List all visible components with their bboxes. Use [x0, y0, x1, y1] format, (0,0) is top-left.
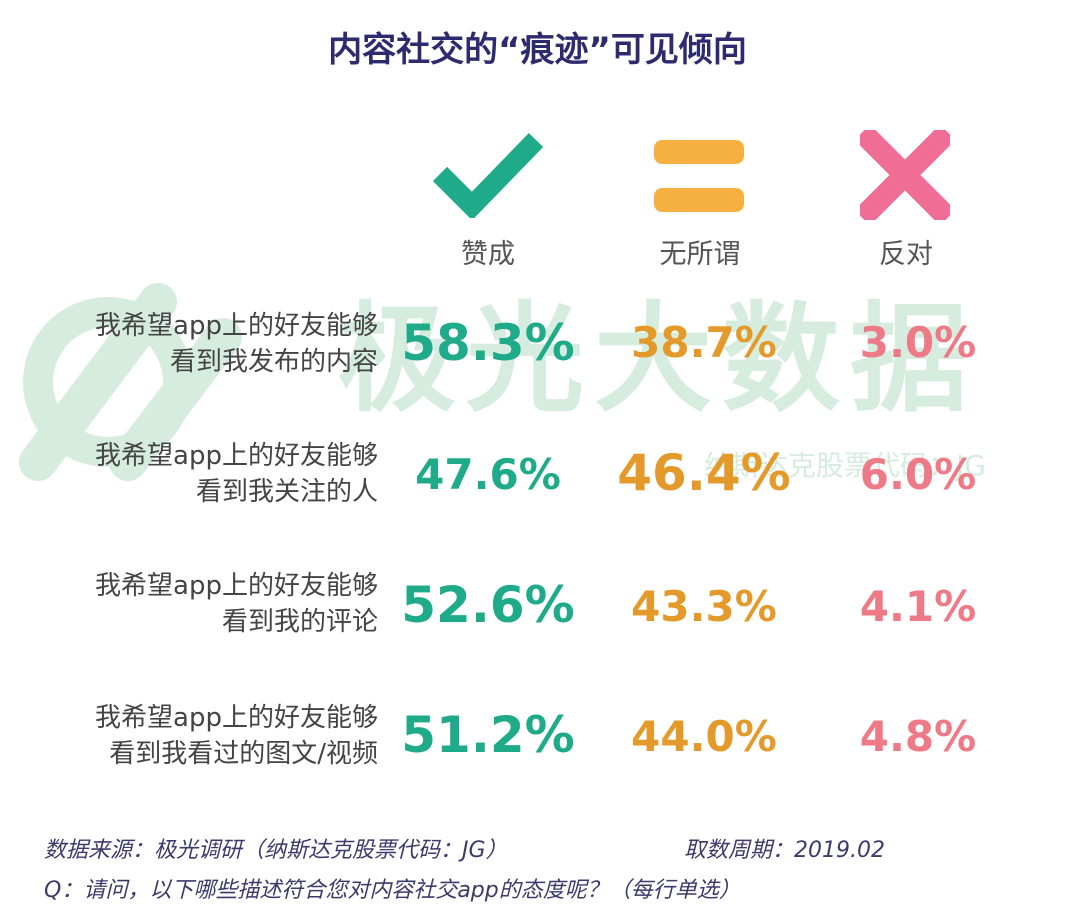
row-1-agree-value: 58.3% [401, 314, 575, 372]
row-3-neutral-value: 43.3% [631, 582, 777, 631]
row-4-neutral-value: 44.0% [631, 712, 777, 761]
cross-icon [860, 130, 950, 220]
row-label-1-line2: 看到我发布的内容 [169, 347, 378, 377]
watermark-brand: 极光大数据 [338, 290, 979, 428]
row-label-2-line1: 我希望app上的好友能够 [95, 441, 378, 471]
footer-question: Q：请问，以下哪些描述符合您对内容社交app的态度呢？（每行单选） [44, 878, 741, 903]
row-label-3: 我希望app上的好友能够 看到我的评论 [30, 568, 378, 640]
watermark-logo-icon [19, 283, 242, 481]
row-4-oppose-value: 4.8% [859, 712, 977, 761]
row-label-2-line2: 看到我关注的人 [195, 477, 378, 507]
check-icon [432, 133, 544, 218]
footer-period: 取数周期：2019.02 [684, 838, 885, 863]
row-label-2: 我希望app上的好友能够 看到我关注的人 [30, 438, 378, 510]
column-header-neutral: 无所谓 [659, 239, 741, 270]
row-label-3-line2: 看到我的评论 [221, 607, 378, 637]
row-1-neutral-value: 38.7% [631, 318, 777, 367]
row-3-agree-value: 52.6% [401, 576, 575, 634]
row-label-4: 我希望app上的好友能够 看到我看过的图文/视频 [30, 700, 378, 772]
equals-icon [654, 140, 744, 212]
row-label-4-line1: 我希望app上的好友能够 [95, 703, 378, 733]
row-label-1-line1: 我希望app上的好友能够 [95, 311, 378, 341]
footer-source: 数据来源：极光调研（纳斯达克股票代码：JG） [44, 838, 508, 863]
column-header-oppose: 反对 [879, 239, 933, 270]
row-2-oppose-value: 6.0% [859, 450, 977, 499]
row-2-neutral-value: 46.4% [617, 444, 791, 502]
row-2-agree-value: 47.6% [415, 450, 561, 499]
row-label-3-line1: 我希望app上的好友能够 [95, 571, 378, 601]
watermark-stock: 纳斯达克股票代码：JG [704, 449, 986, 482]
row-label-1: 我希望app上的好友能够 看到我发布的内容 [30, 308, 378, 380]
row-3-oppose-value: 4.1% [859, 582, 977, 631]
row-4-agree-value: 51.2% [401, 706, 575, 764]
row-1-oppose-value: 3.0% [859, 318, 977, 367]
row-label-4-line2: 看到我看过的图文/视频 [109, 739, 378, 769]
column-header-agree: 赞成 [461, 239, 515, 270]
chart-title: 内容社交的“痕迹”可见倾向 [328, 30, 747, 70]
